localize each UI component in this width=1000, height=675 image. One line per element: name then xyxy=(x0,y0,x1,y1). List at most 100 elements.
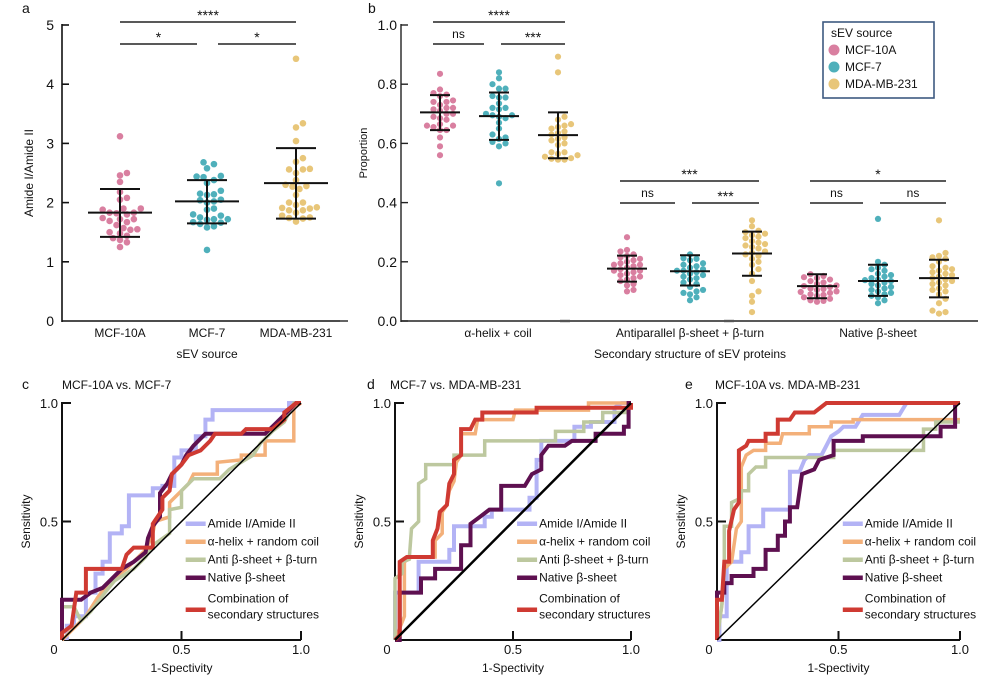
data-point-helix-coil-mcf-10a xyxy=(436,86,444,93)
data-point-antiparallel-sheet-turn-mcf-10a xyxy=(617,272,624,279)
data-point-helix-coil-mcf-10a xyxy=(449,122,457,129)
data-point-antiparallel-sheet-turn-mcf-7 xyxy=(680,279,687,286)
data-point-native-sheet-mda-mb-231 xyxy=(935,310,943,317)
roc-curve-combination-of-secondary-structures xyxy=(393,403,633,642)
y-tick-label: 1.0 xyxy=(40,396,58,411)
data-point-mcf-10a xyxy=(123,169,131,177)
legend-marker-mcf10a xyxy=(828,44,840,56)
data-point-antiparallel-sheet-turn-mda-mb-231 xyxy=(761,240,769,248)
data-point-mcf-7 xyxy=(217,212,225,219)
data-point-mcf-10a xyxy=(116,172,124,179)
data-point-helix-coil-mcf-7 xyxy=(502,140,509,147)
x-axis-label: 1-Spectivity xyxy=(150,661,212,675)
data-point-antiparallel-sheet-turn-mcf-7 xyxy=(699,260,707,267)
data-point-native-sheet-mda-mb-231 xyxy=(929,307,936,314)
data-point-native-sheet-mcf-10a xyxy=(820,279,827,286)
data-point-native-sheet-mcf-10a xyxy=(826,289,834,296)
data-point-mcf-7 xyxy=(203,246,211,254)
y-tick-label: 1.0 xyxy=(378,17,398,33)
legend-label-combination-line2: secondary structures xyxy=(865,608,976,622)
legend-label-combination-line2: secondary structures xyxy=(208,608,319,622)
data-point-helix-coil-mda-mb-231 xyxy=(561,149,568,156)
roc-title: MCF-10A vs. MCF-7 xyxy=(62,378,172,392)
data-point-native-sheet-mcf-7 xyxy=(874,300,882,307)
data-point-antiparallel-sheet-turn-mda-mb-231 xyxy=(748,223,756,230)
data-point-mda-mb-231 xyxy=(306,165,314,173)
x-tick-label: 1.0 xyxy=(951,642,969,657)
significance-native-sheet-10a-vs-7-label: ns xyxy=(830,186,843,200)
reference-diagonal xyxy=(394,402,632,641)
data-point-antiparallel-sheet-turn-mcf-10a xyxy=(630,274,637,282)
x-tick-label: 1.0 xyxy=(622,642,640,657)
data-point-native-sheet-mcf-10a xyxy=(820,297,827,304)
data-point-helix-coil-mda-mb-231 xyxy=(541,153,549,160)
significance-native-sheet-7-vs-231-label: ns xyxy=(907,186,920,200)
legend-swatch-anti-sheet-turn xyxy=(517,557,538,562)
panel-label-e: e xyxy=(685,376,693,392)
data-point-helix-coil-mcf-10a xyxy=(430,124,437,131)
data-point-antiparallel-sheet-turn-mda-mb-231 xyxy=(748,292,756,299)
panel-a-dot-plot: 0 1 2 3 4 5 Amide I/Amide II MCF-10A MCF-7 MDA-MB… xyxy=(22,7,340,361)
data-point-mcf-10a xyxy=(116,243,124,251)
data-point-mcf-7 xyxy=(203,164,211,172)
data-point-antiparallel-sheet-turn-mcf-7 xyxy=(686,291,694,298)
data-point-antiparallel-sheet-turn-mcf-10a xyxy=(630,269,637,276)
data-point-mcf-7 xyxy=(210,222,218,230)
data-point-helix-coil-mcf-7 xyxy=(502,104,509,111)
panel-c-roc: MCF-10A vs. MCF-7 1.0 0.5 0 0.5 1.0 1-Spectivi… xyxy=(19,378,319,675)
data-point-antiparallel-sheet-turn-mcf-10a xyxy=(623,282,631,289)
y-tick-label: 0.8 xyxy=(378,76,398,92)
roc-curve-native-sheet xyxy=(395,401,631,642)
data-point-antiparallel-sheet-turn-mda-mb-231 xyxy=(755,233,762,240)
data-point-helix-coil-mcf-10a xyxy=(443,98,450,106)
data-point-helix-coil-mcf-7 xyxy=(489,81,496,88)
legend-swatch-helix-random-coil xyxy=(842,539,863,544)
legend-label-combination-line1: Combination of xyxy=(208,592,289,606)
y-tick-label: 1 xyxy=(46,254,54,270)
significance-antiparallel-sheet-turn-10a-vs-7-label: ns xyxy=(641,186,654,200)
legend-swatch-native-sheet xyxy=(842,575,863,580)
data-point-helix-coil-mcf-7 xyxy=(495,143,503,150)
data-point-mcf-10a xyxy=(116,236,124,244)
data-point-native-sheet-mda-mb-231 xyxy=(935,300,943,307)
data-point-native-sheet-mda-mb-231 xyxy=(942,288,949,295)
significance-antiparallel-sheet-turn-7-vs-231-label: *** xyxy=(717,188,734,204)
legend-swatch-native-sheet xyxy=(185,575,206,580)
data-point-mcf-7 xyxy=(189,211,197,218)
panel-label-a: a xyxy=(22,0,30,16)
y-tick-label: 0.5 xyxy=(40,515,58,530)
data-point-mcf-7 xyxy=(210,215,218,223)
data-point-mcf-10a xyxy=(106,228,113,236)
panel-b-dot-plot: 0.0 0.2 0.4 0.6 0.8 1.0 Proportion α-helix + co… xyxy=(340,7,978,361)
data-point-mcf-10a xyxy=(120,224,127,232)
data-point-mcf-7 xyxy=(189,218,197,226)
data-point-native-sheet-mcf-7 xyxy=(874,215,882,222)
legend-label-combination-line2: secondary structures xyxy=(539,608,650,622)
data-point-native-sheet-mcf-7 xyxy=(874,258,882,265)
data-point-native-sheet-mcf-10a xyxy=(826,276,834,283)
data-point-antiparallel-sheet-turn-mcf-7 xyxy=(680,261,687,268)
x-tick-label: 0.5 xyxy=(172,642,190,657)
x-tick-label: 0.5 xyxy=(504,642,522,657)
x-tick-label: 0.5 xyxy=(829,642,847,657)
data-point-antiparallel-sheet-turn-mcf-7 xyxy=(693,255,700,262)
y-tick-label: 0.5 xyxy=(373,515,391,530)
data-point-native-sheet-mcf-10a xyxy=(820,291,827,299)
data-point-antiparallel-sheet-turn-mda-mb-231 xyxy=(755,266,762,273)
data-point-mcf-7 xyxy=(200,159,207,166)
data-point-helix-coil-mcf-10a xyxy=(436,134,444,141)
x-tick-label: Native β-sheet xyxy=(839,326,917,340)
data-point-mcf-10a xyxy=(137,205,145,212)
data-point-antiparallel-sheet-turn-mcf-10a xyxy=(630,286,637,294)
data-point-antiparallel-sheet-turn-mcf-10a xyxy=(636,261,644,268)
data-point-antiparallel-sheet-turn-mcf-7 xyxy=(680,273,687,280)
data-point-mcf-10a xyxy=(113,221,120,229)
data-point-mcf-7 xyxy=(217,187,225,195)
data-point-helix-coil-mda-mb-231 xyxy=(554,69,562,76)
data-point-native-sheet-mcf-7 xyxy=(881,297,888,304)
data-point-antiparallel-sheet-turn-mda-mb-231 xyxy=(755,245,762,252)
data-point-helix-coil-mda-mb-231 xyxy=(561,122,568,129)
data-point-native-sheet-mda-mb-231 xyxy=(942,309,949,316)
data-point-helix-coil-mcf-10a xyxy=(436,143,444,150)
